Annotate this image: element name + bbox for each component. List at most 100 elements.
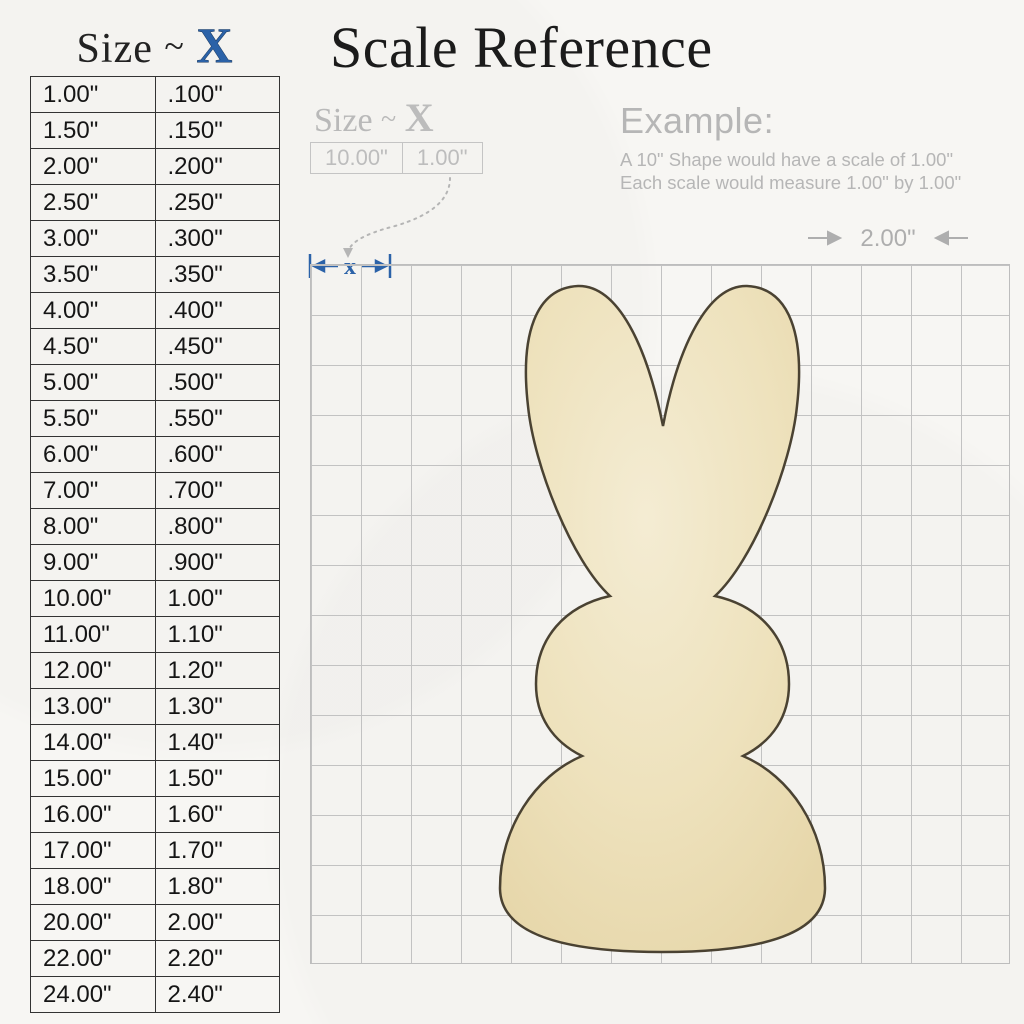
- table-row: 13.00"1.30": [31, 689, 280, 725]
- table-cell: 1.20": [155, 653, 280, 689]
- table-cell: .600": [155, 437, 280, 473]
- table-cell: 1.50": [31, 113, 156, 149]
- table-cell: 1.00": [31, 77, 156, 113]
- table-cell: .150": [155, 113, 280, 149]
- table-cell: 1.60": [155, 797, 280, 833]
- table-row: 15.00"1.50": [31, 761, 280, 797]
- table-cell: 2.40": [155, 977, 280, 1013]
- table-row: 20.00"2.00": [31, 905, 280, 941]
- table-cell: 1.40": [155, 725, 280, 761]
- table-cell: 7.00": [31, 473, 156, 509]
- mini-size-label: Size: [314, 102, 373, 139]
- example-heading: Example:: [620, 100, 1010, 142]
- table-cell: 4.50": [31, 329, 156, 365]
- table-cell: 2.20": [155, 941, 280, 977]
- table-cell: .800": [155, 509, 280, 545]
- table-cell: 13.00": [31, 689, 156, 725]
- mini-size-x: X: [405, 95, 434, 140]
- table-cell: 1.10": [155, 617, 280, 653]
- table-cell: 2.50": [31, 185, 156, 221]
- mini-size-dash: ~: [381, 104, 396, 135]
- table-cell: 1.50": [155, 761, 280, 797]
- table-cell: 1.00": [155, 581, 280, 617]
- size-table-heading: Size ~ X: [30, 20, 280, 70]
- page-title: Scale Reference: [330, 14, 713, 81]
- table-cell: 1.70": [155, 833, 280, 869]
- size-table: 1.00".100"1.50".150"2.00".200"2.50".250"…: [30, 76, 280, 1013]
- table-cell: 8.00": [31, 509, 156, 545]
- table-cell: 11.00": [31, 617, 156, 653]
- table-cell: 3.50": [31, 257, 156, 293]
- table-cell: 4.00": [31, 293, 156, 329]
- table-cell: 15.00": [31, 761, 156, 797]
- bunny-path-icon: [500, 286, 825, 952]
- table-row: 24.00"2.40": [31, 977, 280, 1013]
- table-cell: .900": [155, 545, 280, 581]
- size-label: Size: [77, 26, 153, 72]
- table-cell: .550": [155, 401, 280, 437]
- table-row: 3.00".300": [31, 221, 280, 257]
- table-row: 8.00".800": [31, 509, 280, 545]
- table-cell: 17.00": [31, 833, 156, 869]
- table-cell: 5.00": [31, 365, 156, 401]
- table-cell: 12.00": [31, 653, 156, 689]
- table-row: 5.50".550": [31, 401, 280, 437]
- table-cell: 9.00": [31, 545, 156, 581]
- table-cell: 6.00": [31, 437, 156, 473]
- table-cell: 10.00": [31, 581, 156, 617]
- size-dash: ~: [164, 26, 184, 66]
- table-cell: .500": [155, 365, 280, 401]
- mini-cell-size: 10.00": [311, 143, 403, 174]
- table-cell: .450": [155, 329, 280, 365]
- table-row: 9.00".900": [31, 545, 280, 581]
- size-table-container: Size ~ X 1.00".100"1.50".150"2.00".200"2…: [30, 20, 280, 1013]
- table-row: 16.00"1.60": [31, 797, 280, 833]
- table-cell: 24.00": [31, 977, 156, 1013]
- table-row: 1.50".150": [31, 113, 280, 149]
- grid-cell-dimension: 2.00": [778, 218, 958, 258]
- table-row: 11.00"1.10": [31, 617, 280, 653]
- table-cell: 14.00": [31, 725, 156, 761]
- table-row: 4.50".450": [31, 329, 280, 365]
- table-row: 4.00".400": [31, 293, 280, 329]
- table-cell: 18.00": [31, 869, 156, 905]
- table-row: 6.00".600": [31, 437, 280, 473]
- table-row: 17.00"1.70": [31, 833, 280, 869]
- table-row: 12.00"1.20": [31, 653, 280, 689]
- table-cell: .700": [155, 473, 280, 509]
- table-row: 10.00"1.00": [31, 581, 280, 617]
- size-x-glyph: X: [196, 17, 233, 73]
- table-row: 3.50".350": [31, 257, 280, 293]
- table-row: 14.00"1.40": [31, 725, 280, 761]
- table-row: 5.00".500": [31, 365, 280, 401]
- table-cell: 16.00": [31, 797, 156, 833]
- table-cell: .100": [155, 77, 280, 113]
- table-cell: 3.00": [31, 221, 156, 257]
- table-cell: 22.00": [31, 941, 156, 977]
- mini-cell-scale: 1.00": [402, 143, 482, 174]
- example-block: Example: A 10" Shape would have a scale …: [620, 100, 1010, 194]
- table-cell: 5.50": [31, 401, 156, 437]
- table-row: 2.50".250": [31, 185, 280, 221]
- table-row: 22.00"2.20": [31, 941, 280, 977]
- table-cell: .300": [155, 221, 280, 257]
- table-cell: .350": [155, 257, 280, 293]
- bunny-shape: [480, 276, 845, 956]
- table-cell: 2.00": [155, 905, 280, 941]
- table-row: 1.00".100": [31, 77, 280, 113]
- table-cell: .250": [155, 185, 280, 221]
- table-cell: 1.30": [155, 689, 280, 725]
- grid-dim-label: 2.00": [860, 225, 915, 252]
- table-row: 18.00"1.80": [31, 869, 280, 905]
- page: Size ~ X 1.00".100"1.50".150"2.00".200"2…: [0, 0, 1024, 1024]
- table-cell: 1.80": [155, 869, 280, 905]
- table-cell: .200": [155, 149, 280, 185]
- table-cell: 2.00": [31, 149, 156, 185]
- table-row: 7.00".700": [31, 473, 280, 509]
- dotted-pointer-icon: [348, 178, 450, 254]
- example-line-1: A 10" Shape would have a scale of 1.00": [620, 148, 1010, 171]
- table-cell: .400": [155, 293, 280, 329]
- mini-size-heading: Size ~ X: [314, 98, 580, 138]
- table-cell: 20.00": [31, 905, 156, 941]
- table-row: 2.00".200": [31, 149, 280, 185]
